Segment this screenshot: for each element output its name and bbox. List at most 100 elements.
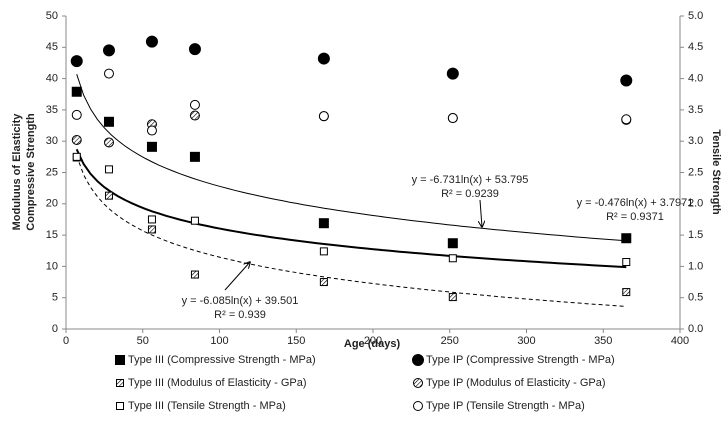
- legend-marker: [413, 378, 423, 388]
- series: [70, 35, 633, 87]
- trendline-r2: R² = 0.9371: [606, 211, 664, 223]
- legend-label: Type IP (Tensile Strength - MPa): [426, 400, 585, 412]
- legend-item: Type III (Modulus of Elasticity - GPa): [116, 377, 307, 389]
- point: [447, 113, 458, 124]
- legend-item: Type IP (Modulus of Elasticity - GPa): [413, 377, 606, 389]
- x-tick-label: 300: [517, 335, 535, 347]
- point: [189, 110, 200, 121]
- y-tick-label: 25: [46, 166, 58, 178]
- point: [103, 116, 114, 127]
- point: [146, 125, 157, 136]
- legend-marker: [413, 401, 423, 411]
- point: [147, 225, 156, 234]
- y2-tick-label: 2.5: [688, 166, 703, 178]
- point: [71, 109, 82, 120]
- point: [622, 258, 631, 267]
- legend-item: Type IP (Compressive Strength - MPa): [412, 354, 615, 366]
- point: [319, 278, 328, 287]
- trendline-equation: y = -6.085ln(x) + 39.501: [182, 295, 299, 307]
- x-axis-title: Age (days): [344, 338, 401, 350]
- point: [71, 86, 82, 97]
- point: [621, 114, 632, 125]
- x-tick-label: 250: [441, 335, 459, 347]
- y-tick-label: 0: [52, 323, 58, 335]
- legend-label: Type III (Tensile Strength - MPa): [128, 400, 286, 412]
- series: [71, 86, 632, 249]
- legend-item: Type III (Tensile Strength - MPa): [116, 400, 286, 412]
- y-tick-label: 40: [46, 73, 58, 85]
- point: [446, 67, 459, 80]
- legend-item: Type IP (Tensile Strength - MPa): [413, 400, 585, 412]
- point: [72, 152, 81, 161]
- y-axis-title: Moduluus of Elasticity: [11, 113, 23, 231]
- x-tick-label: 0: [63, 335, 69, 347]
- trendline: [75, 148, 627, 269]
- trendline-equation: y = -0.476ln(x) + 3.7971: [577, 197, 694, 209]
- annotation-arrow: [480, 199, 482, 227]
- legend-marker: [115, 355, 125, 365]
- point: [103, 137, 114, 148]
- point: [71, 134, 82, 145]
- y-tick-label: 5: [52, 292, 58, 304]
- point: [103, 68, 114, 79]
- y2-tick-label: 3.0: [688, 135, 703, 147]
- x-tick-label: 200: [364, 335, 382, 347]
- legend-item: Type III (Compressive Strength - MPa): [115, 354, 316, 366]
- y2-tick-label: 4.5: [688, 41, 703, 53]
- point: [448, 254, 457, 263]
- point: [104, 191, 113, 200]
- point: [319, 247, 328, 256]
- x-tick-label: 400: [671, 335, 689, 347]
- series: [72, 153, 631, 302]
- point: [621, 233, 632, 244]
- point: [102, 44, 115, 57]
- y2-axis-title: Tensile Strength: [710, 129, 722, 215]
- y-tick-label: 35: [46, 104, 58, 116]
- trendline-r2: R² = 0.939: [214, 309, 266, 321]
- y2-tick-label: 2.0: [688, 198, 703, 210]
- x-tick-label: 50: [137, 335, 149, 347]
- x-tick-label: 150: [287, 335, 305, 347]
- y-axis-title: Compressive Strength: [25, 113, 37, 231]
- trendline: [76, 74, 627, 242]
- y-tick-label: 50: [46, 10, 58, 22]
- y2-tick-label: 0.0: [688, 323, 703, 335]
- legend-label: Type III (Compressive Strength - MPa): [128, 354, 316, 366]
- y-tick-label: 45: [46, 41, 58, 53]
- y2-tick-label: 3.5: [688, 104, 703, 116]
- y-tick-label: 15: [46, 229, 58, 241]
- point: [447, 238, 458, 249]
- point: [318, 111, 329, 122]
- annotation-arrow: [224, 262, 250, 291]
- legend-label: Type III (Modulus of Elasticity - GPa): [128, 377, 307, 389]
- trendline: [76, 155, 627, 307]
- x-tick-label: 100: [210, 335, 228, 347]
- y-tick-label: 10: [46, 260, 58, 272]
- point: [620, 74, 633, 87]
- point: [146, 141, 157, 152]
- point: [104, 165, 113, 174]
- series: [72, 152, 631, 267]
- y2-tick-label: 4.0: [688, 73, 703, 85]
- trendline-equation: y = -6.731ln(x) + 53.795: [412, 174, 529, 186]
- point: [448, 293, 457, 302]
- legend-label: Type IP (Compressive Strength - MPa): [426, 354, 615, 366]
- legend-marker: [116, 402, 124, 410]
- point: [188, 43, 201, 56]
- series: [71, 68, 632, 136]
- point: [190, 216, 199, 225]
- point: [189, 99, 200, 110]
- point: [189, 151, 200, 162]
- y2-tick-label: 0.5: [688, 292, 703, 304]
- point: [622, 288, 631, 297]
- point: [147, 215, 156, 224]
- y2-tick-label: 1.5: [688, 229, 703, 241]
- legend-label: Type IP (Modulus of Elasticity - GPa): [426, 377, 606, 389]
- point: [190, 270, 199, 279]
- trendline-r2: R² = 0.9239: [441, 188, 499, 200]
- x-tick-label: 350: [594, 335, 612, 347]
- point: [317, 52, 330, 65]
- point: [318, 218, 329, 229]
